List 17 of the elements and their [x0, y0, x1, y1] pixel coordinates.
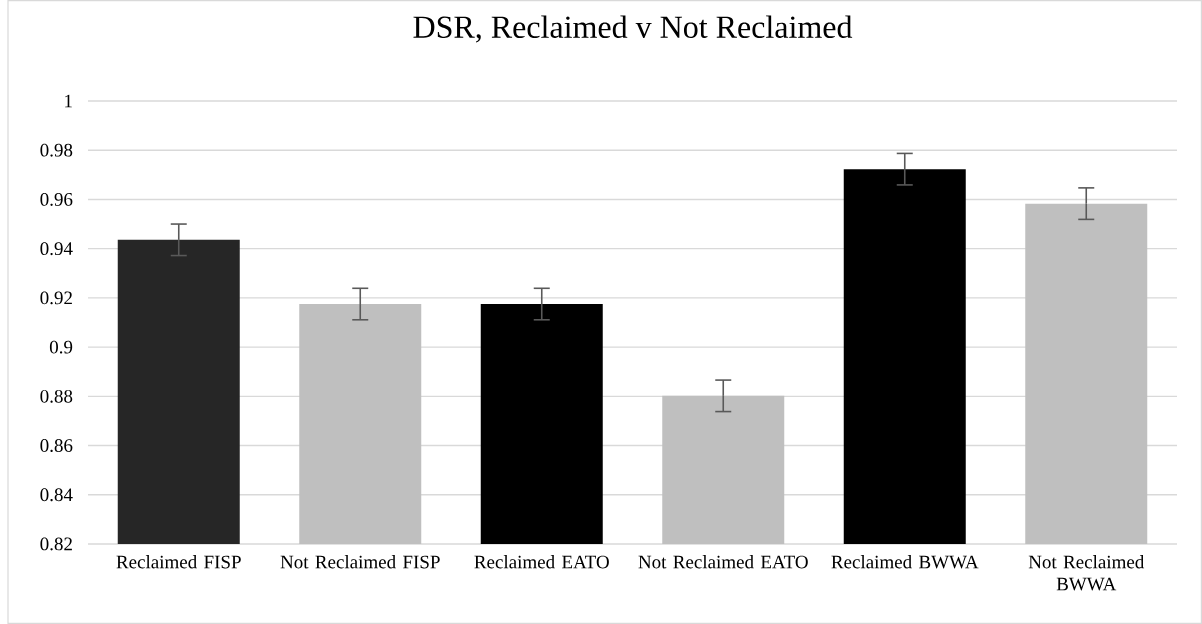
y-tick-label: 1 [65, 94, 72, 108]
x-tick-label: Reclaimed FISP [116, 555, 241, 569]
y-tick-label: 0.86 [40, 439, 73, 453]
x-tick-label: Reclaimed BWWA [831, 555, 979, 569]
y-tick-label: 0.88 [40, 389, 73, 403]
y-tick-label: 0.96 [40, 193, 73, 206]
x-tick-label: Not Reclaimed EATO [638, 555, 808, 569]
x-tick-label: Reclaimed EATO [474, 555, 609, 569]
y-tick-label: 0.98 [40, 143, 73, 157]
x-tick-label: Not Reclaimed FISP [280, 555, 440, 569]
y-tick-label: 0.82 [40, 537, 72, 551]
y-tick-label: 0.84 [40, 488, 73, 502]
y-tick-label: 0.9 [49, 340, 73, 354]
x-tick-label: Not Reclaimed BWWA [1028, 555, 1145, 591]
y-tick-label: 0.92 [40, 291, 72, 305]
chart-title: DSR, Reclaimed v Not Reclaimed [413, 15, 853, 43]
y-tick-label: 0.94 [40, 242, 73, 256]
